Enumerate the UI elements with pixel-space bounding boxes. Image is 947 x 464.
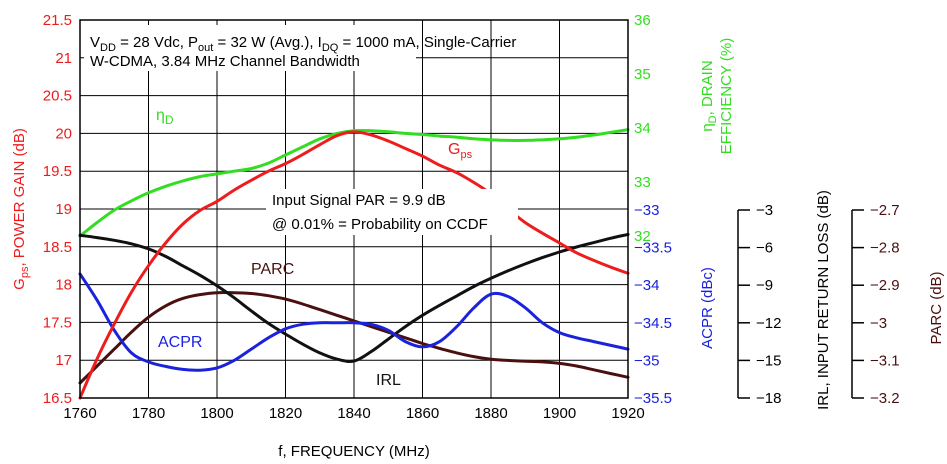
gps-tick-label: 20.5	[43, 88, 72, 105]
gps-axis-title: Gps, POWER GAIN (dB)	[11, 128, 31, 290]
axis-ticks: 1760 1780 1800 1820 1840 1860 1880 1900 192016.5…	[43, 12, 900, 422]
x-tick-label: 1840	[337, 405, 370, 422]
irl-tick-label: −18	[756, 390, 781, 407]
signal-note-line-2: @ 0.01% = Probability on CCDF	[272, 216, 488, 233]
gps-tick-label: 21.5	[43, 12, 72, 29]
parc-tick-label: −2.8	[870, 240, 900, 257]
x-tick-label: 1900	[543, 405, 576, 422]
gps-tick-label: 19.5	[43, 163, 72, 180]
parc-tick-label: −3.1	[870, 352, 900, 369]
acpr-tick-label: −35	[634, 352, 659, 369]
irl-tick-label: −12	[756, 315, 781, 332]
parc-axis-title: PARC (dB)	[928, 271, 945, 344]
acpr-tick-label: −33	[634, 202, 659, 219]
irl-tick-label: −9	[756, 277, 773, 294]
acpr-axis-title: ACPR (dBc)	[699, 267, 716, 349]
gps-tick-label: 21	[55, 50, 72, 67]
acpr-tick-label: −33.5	[634, 240, 672, 257]
x-axis-title: f, FREQUENCY (MHz)	[278, 443, 429, 460]
series-label-parc: PARC	[251, 261, 294, 278]
eta-axis-title-line-1: ηD, DRAIN	[699, 60, 719, 131]
x-tick-label: 1800	[200, 405, 233, 422]
parc-tick-label: −3	[870, 315, 887, 332]
gps-tick-label: 19	[55, 201, 72, 218]
acpr-tick-label: −35.5	[634, 390, 672, 407]
conditions-line-2: W-CDMA, 3.84 MHz Channel Bandwidth	[90, 53, 360, 70]
plot-frame	[79, 19, 629, 399]
acpr-tick-label: −34	[634, 277, 659, 294]
series-lines	[78, 128, 630, 400]
series-line-parc	[78, 291, 630, 385]
irl-tick-label: −15	[756, 352, 781, 369]
eta-tick-label: 35	[634, 66, 651, 83]
gps-tick-label: 17	[55, 352, 72, 369]
eta-axis-title-line-2: EFFICIENCY (%)	[718, 38, 735, 154]
eta-tick-label: 33	[634, 174, 651, 191]
acpr-tick-label: −34.5	[634, 315, 672, 332]
x-tick-label: 1760	[63, 405, 96, 422]
gps-tick-label: 18.5	[43, 239, 72, 256]
eta-tick-label: 36	[634, 12, 651, 29]
x-tick-label: 1780	[132, 405, 165, 422]
series-label-gps: Gps	[448, 141, 473, 161]
irl-tick-label: −6	[756, 240, 773, 257]
x-tick-label: 1880	[474, 405, 507, 422]
parc-tick-label: −2.9	[870, 277, 900, 294]
gps-tick-label: 16.5	[43, 390, 72, 407]
irl-tick-label: −3	[756, 202, 773, 219]
series-line-irl	[78, 232, 630, 363]
gps-tick-label: 18	[55, 277, 72, 294]
eta-tick-label: 34	[634, 120, 651, 137]
conditions-backdrop	[84, 25, 416, 71]
series-label-eta: ηD	[156, 107, 174, 127]
signal-note-line-1: Input Signal PAR = 9.9 dB	[272, 192, 446, 209]
series-label-acpr: ACPR	[158, 334, 202, 351]
gps-tick-label: 20	[55, 125, 72, 142]
series-label-irl: IRL	[376, 372, 401, 389]
series-line-acpr	[78, 272, 630, 372]
x-tick-label: 1820	[269, 405, 302, 422]
conditions-line-1: VDD = 28 Vdc, Pout = 32 W (Avg.), IDQ = …	[90, 34, 516, 54]
eta-tick-label: 32	[634, 228, 651, 245]
x-tick-label: 1860	[406, 405, 439, 422]
irl-axis-title: IRL, INPUT RETURN LOSS (dB)	[815, 190, 832, 410]
x-tick-label: 1920	[611, 405, 644, 422]
series-line-gps	[78, 130, 630, 400]
signal-note-backdrop	[266, 189, 518, 235]
gps-tick-label: 17.5	[43, 314, 72, 331]
parc-tick-label: −2.7	[870, 202, 900, 219]
parc-tick-label: −3.2	[870, 390, 900, 407]
